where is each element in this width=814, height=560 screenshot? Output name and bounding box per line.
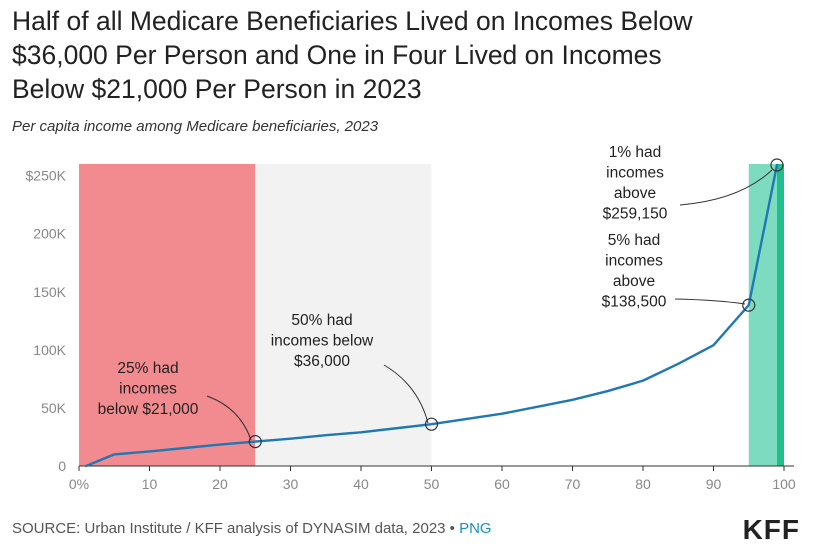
y-tick-label: 150K	[33, 284, 66, 300]
annotation-label: 50% had	[291, 312, 352, 329]
chart-title: Half of all Medicare Beneficiaries Lived…	[12, 4, 802, 106]
annotation-label: incomes	[605, 253, 663, 270]
annotation-label: incomes below	[271, 333, 374, 350]
y-tick-label: 0	[58, 458, 66, 474]
title-line: $36,000 Per Person and One in Four Lived…	[12, 40, 662, 70]
x-tick-label: 80	[635, 476, 651, 492]
annotation-leader-line	[206, 395, 252, 441]
kff-logo: KFF	[742, 514, 800, 545]
highlight-point-marker	[770, 158, 784, 172]
x-tick-label: 20	[212, 476, 228, 492]
annotation-label: above	[613, 273, 655, 290]
percentile-band	[776, 164, 784, 466]
x-tick-label: 10	[142, 476, 158, 492]
income-series-line	[84, 163, 779, 468]
x-tick-label: 70	[565, 476, 581, 492]
x-tick-label: 50	[424, 476, 440, 492]
png-download-link[interactable]: PNG	[459, 520, 492, 537]
x-tick-label: 30	[283, 476, 299, 492]
x-tick-label: 40	[353, 476, 369, 492]
y-tick-label: 100K	[33, 342, 66, 358]
percentile-band	[255, 164, 432, 466]
annotation-label: 1% had	[609, 144, 662, 161]
highlight-point-marker	[248, 435, 262, 449]
x-tick-label: 60	[494, 476, 510, 492]
annotation-label: 5% had	[608, 232, 661, 249]
y-tick-label: $250K	[26, 168, 67, 184]
series-layer	[84, 163, 779, 468]
annotation-leader-line	[383, 364, 429, 424]
percentile-band	[748, 164, 777, 466]
annotation-leader-line	[674, 298, 746, 305]
annotation-label: $138,500	[602, 294, 667, 311]
y-tick-label: 200K	[33, 226, 66, 242]
annotation-label: incomes	[119, 381, 177, 398]
annotation-label: above	[614, 185, 656, 202]
source-note: SOURCE: Urban Institute / KFF analysis o…	[12, 520, 492, 537]
x-tick-label: 100	[772, 476, 796, 492]
highlight-point-marker	[424, 417, 439, 431]
annotation-leader-line	[679, 169, 773, 206]
line-chart: 0 50K 100K 150K 200K $250K 0% 10 20 30 40 50 60 70 80…	[26, 144, 796, 492]
title-line: Below $21,000 Per Person in 2023	[12, 74, 422, 104]
annotation-label: below $21,000	[98, 401, 199, 418]
annotation-label: $259,150	[603, 206, 668, 223]
title-line: Half of all Medicare Beneficiaries Lived…	[12, 6, 693, 36]
source-text: SOURCE: Urban Institute / KFF analysis o…	[12, 520, 460, 537]
bands-layer	[79, 164, 784, 466]
x-axis: 0% 10 20 30 40 50 60 70 80 90 100	[69, 465, 796, 492]
x-tick-label: 90	[706, 476, 722, 492]
percentile-band	[79, 164, 256, 466]
y-axis-labels: 0 50K 100K 150K 200K $250K	[26, 168, 67, 474]
highlight-point-marker	[742, 298, 756, 312]
annotation-label: $36,000	[294, 353, 350, 370]
x-tick-label: 0%	[69, 476, 89, 492]
annotation-label: 25% had	[117, 360, 178, 377]
chart-subtitle: Per capita income among Medicare benefic…	[12, 118, 379, 135]
annotation-label: incomes	[606, 165, 664, 182]
annotations-layer: 25% had incomes below $21,000 50% had income…	[98, 144, 784, 449]
y-tick-label: 50K	[41, 400, 67, 416]
